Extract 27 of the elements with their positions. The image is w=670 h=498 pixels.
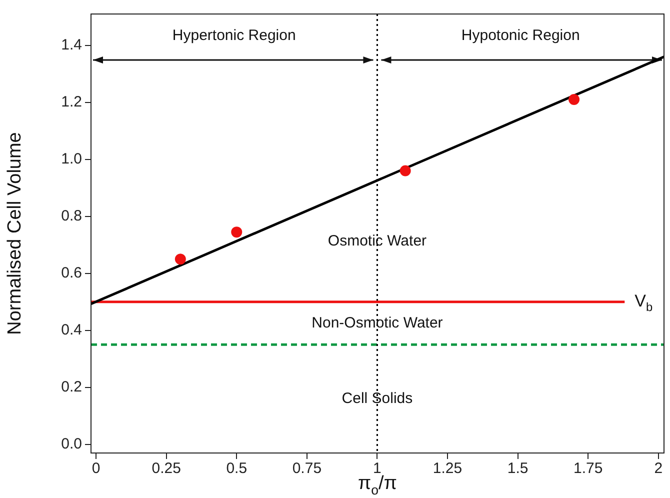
x-tick-label: 1.75 — [573, 460, 603, 478]
y-tick-label: 1.4 — [61, 36, 82, 54]
y-axis-title: Normalised Cell Volume — [4, 132, 26, 335]
x-tick-label: 0.5 — [226, 460, 248, 478]
y-tick-label: 0.6 — [61, 264, 82, 282]
point — [174, 254, 186, 265]
point — [568, 94, 580, 106]
y-tick-label: 1.0 — [61, 150, 82, 168]
annotation: Non-Osmotic Water — [312, 314, 443, 332]
x-tick-label: 1.25 — [432, 460, 462, 478]
y-tick-label: 0.0 — [61, 436, 82, 453]
annotation: Hypotonic Region — [461, 27, 580, 44]
point — [231, 226, 242, 238]
annotation: Osmotic Water — [328, 232, 427, 250]
y-tick-label: 0.8 — [61, 208, 82, 225]
x-tick-label: 0.25 — [152, 460, 181, 478]
x-tick-label: 0 — [92, 460, 100, 478]
point — [400, 165, 411, 176]
x-tick-label: 1 — [373, 460, 382, 478]
x-tick-label: 0.75 — [292, 460, 322, 478]
x-tick-label: 1.5 — [507, 460, 528, 478]
annotation: Cell Solids — [342, 390, 413, 407]
y-tick-label: 0.4 — [61, 322, 82, 339]
y-tick-label: 0.2 — [61, 378, 82, 396]
annotation: Hypertonic Region — [172, 27, 296, 44]
x-tick-label: 2 — [654, 460, 663, 478]
y-tick-label: 1.2 — [61, 94, 82, 111]
